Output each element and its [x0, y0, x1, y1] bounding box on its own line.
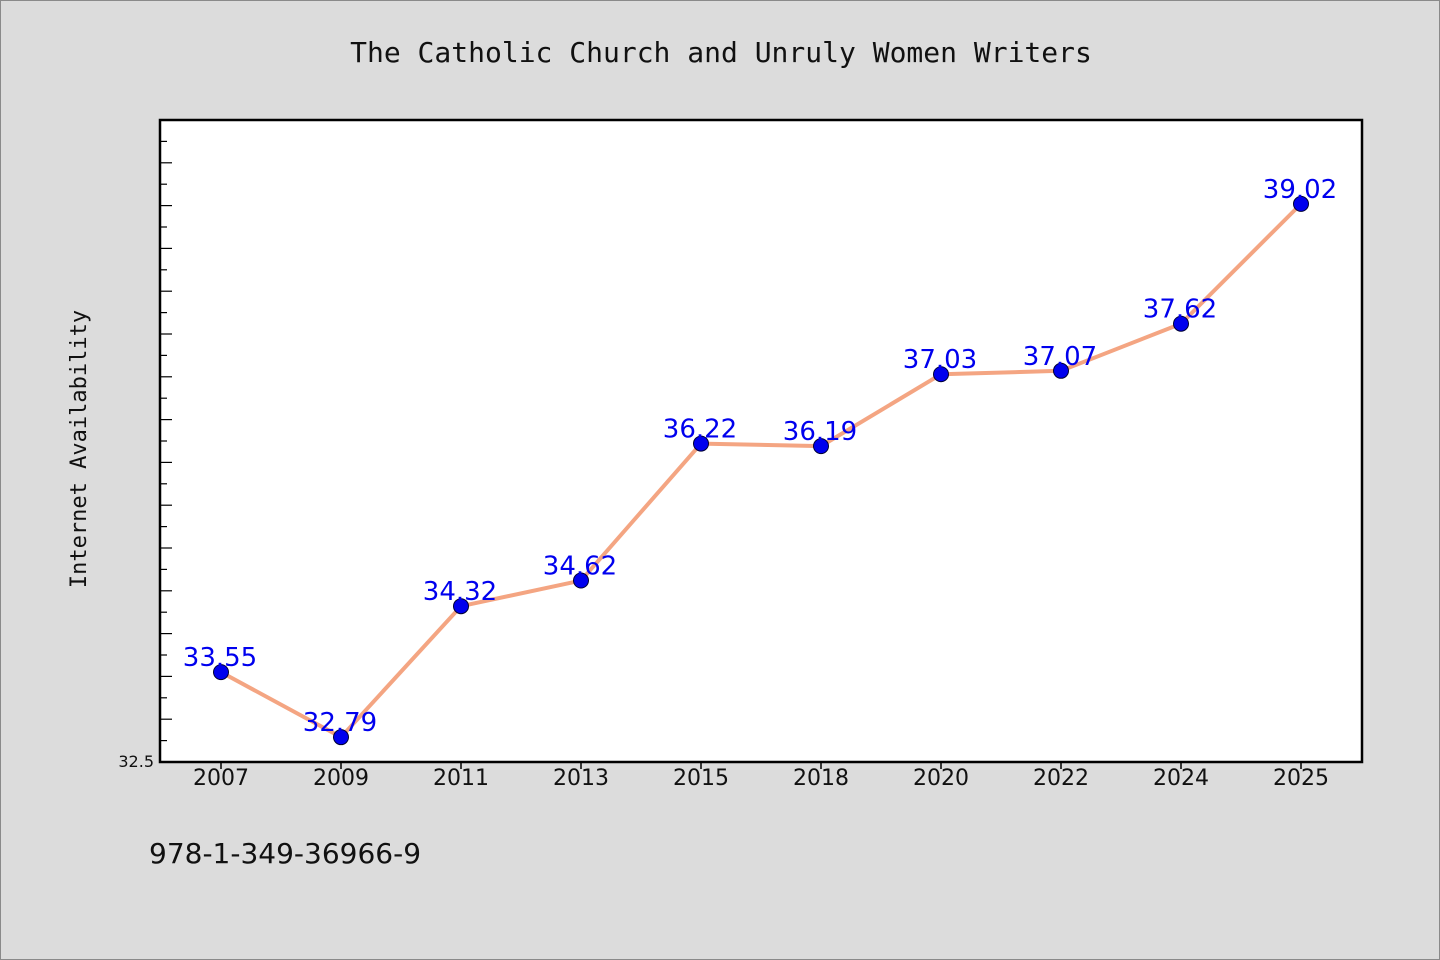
data-label: 32.79: [303, 708, 377, 738]
data-label: 39.02: [1263, 175, 1337, 205]
y-axis-ticks: 32.5: [118, 119, 172, 771]
data-point-marker: [1053, 362, 1069, 379]
data-point-marker: [1173, 315, 1189, 332]
x-tick-label: 2024: [1153, 766, 1209, 791]
data-point-marker: [213, 664, 229, 681]
data-label: 37.62: [1143, 295, 1217, 325]
data-label: 37.07: [1023, 342, 1097, 372]
data-label: 36.22: [663, 415, 737, 445]
x-tick-label: 2007: [193, 766, 249, 791]
x-axis-ticks: 2007 2009 2011 2013 2015 2018 2020 2022 2024 2025: [193, 762, 1329, 791]
data-label: 33.55: [183, 643, 257, 673]
x-tick-label: 2018: [793, 766, 849, 791]
chart-title: The Catholic Church and Unruly Women Wri…: [350, 36, 1092, 69]
data-point-marker: [1293, 195, 1309, 212]
data-label: 34.62: [543, 552, 617, 582]
data-point-marker: [333, 729, 349, 746]
y-axis-label: Internet Availability: [67, 310, 92, 588]
data-labels: 33.55 32.79 34.32 34.62 36.22 36.19 37.03 37.07…: [183, 175, 1337, 738]
data-label: 36.19: [783, 417, 857, 447]
data-point-marker: [933, 366, 949, 383]
x-tick-label: 2013: [553, 766, 609, 791]
y-tick-label: 32.5: [118, 752, 154, 771]
x-tick-label: 2009: [313, 766, 369, 791]
data-point-marker: [573, 572, 589, 589]
x-tick-label: 2020: [913, 766, 969, 791]
x-tick-label: 2015: [673, 766, 729, 791]
data-point-marker: [813, 438, 829, 455]
data-label: 37.03: [903, 345, 977, 375]
x-tick-label: 2025: [1273, 766, 1329, 791]
plot-area: [158, 118, 1364, 764]
data-point-marker: [453, 598, 469, 615]
isbn-footer: 978-1-349-36966-9: [149, 837, 421, 870]
x-tick-label: 2011: [433, 766, 489, 791]
series-line: [220, 202, 1303, 740]
data-label: 34.32: [423, 577, 497, 607]
x-tick-label: 2022: [1033, 766, 1089, 791]
data-point-marker: [693, 435, 709, 452]
series-markers: [213, 195, 1309, 746]
